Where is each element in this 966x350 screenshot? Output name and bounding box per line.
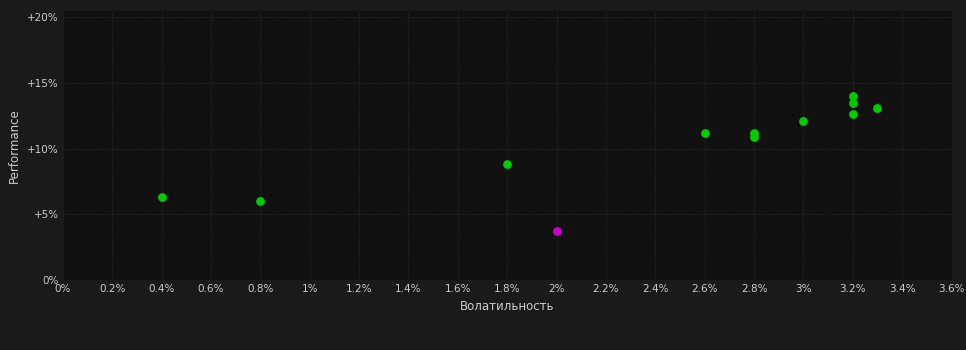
Point [747, 134, 762, 140]
X-axis label: Волатильность: Волатильность [460, 300, 554, 313]
Y-axis label: Performance: Performance [9, 108, 21, 183]
Point [845, 100, 861, 105]
Point [747, 130, 762, 135]
Point [869, 105, 885, 111]
Point [154, 194, 169, 200]
Point [696, 130, 712, 135]
Point [499, 161, 515, 167]
Point [845, 112, 861, 117]
Point [845, 93, 861, 99]
Point [796, 118, 811, 124]
Point [549, 229, 564, 234]
Point [252, 198, 268, 204]
